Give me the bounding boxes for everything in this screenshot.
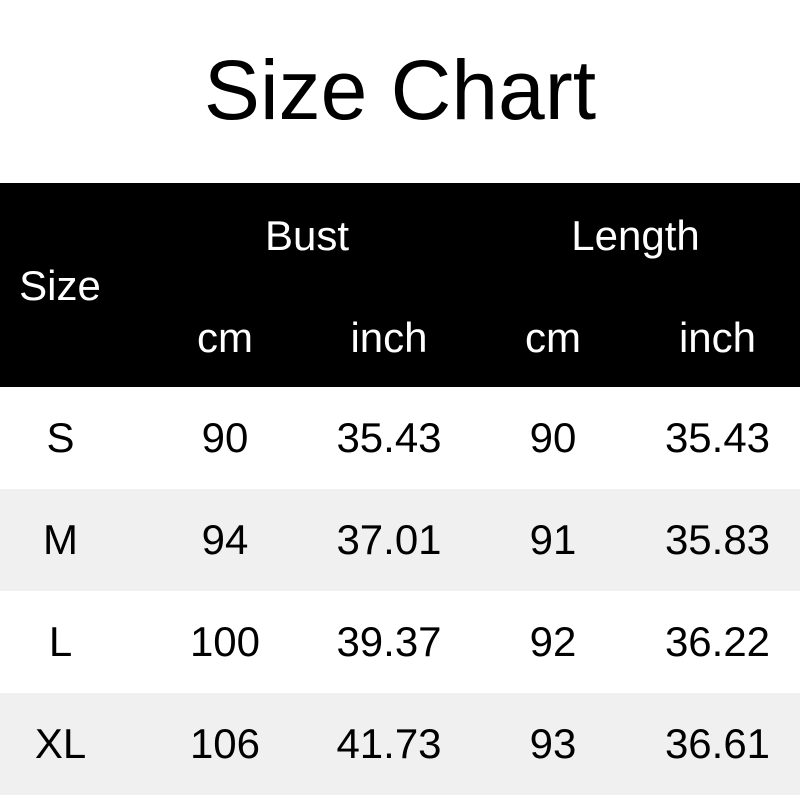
header-length-inch: inch (678, 314, 757, 361)
header-bust: Bust (264, 212, 350, 259)
length-cm-cell: 92 (529, 618, 577, 665)
length-inch-cell: 35.43 (664, 414, 771, 461)
bust-inch-cell: 37.01 (336, 516, 442, 563)
header-bust-cm: cm (197, 314, 253, 361)
size-cell: M (43, 516, 78, 563)
size-cell: S (46, 414, 75, 461)
table-row: M 94 37.01 91 35.83 (0, 489, 800, 591)
length-cm-cell: 91 (529, 516, 577, 563)
length-inch-cell: 36.22 (664, 618, 771, 665)
bust-inch-cell: 35.43 (336, 414, 442, 461)
bust-cm-cell: 90 (201, 414, 249, 461)
table-row: L 100 39.37 92 36.22 (0, 591, 800, 693)
header-size: Size (19, 262, 101, 309)
bust-cm-cell: 100 (189, 618, 261, 665)
bust-cm-cell: 106 (189, 720, 261, 767)
bust-inch-cell: 39.37 (336, 618, 442, 665)
bust-inch-cell: 41.73 (336, 720, 442, 767)
bust-cm-cell: 94 (201, 516, 249, 563)
length-inch-cell: 35.83 (664, 516, 771, 563)
length-inch-cell: 36.61 (664, 720, 771, 767)
table-header: Size Bust Length cm inch cm inch (0, 183, 800, 387)
page-title: Size Chart (203, 43, 597, 137)
header-length-cm: cm (525, 314, 581, 361)
table-row: S 90 35.43 90 35.43 (0, 387, 800, 489)
size-cell: L (48, 618, 73, 665)
header-length: Length (571, 212, 700, 259)
size-cell: XL (34, 720, 87, 767)
table-row: XL 106 41.73 93 36.61 (0, 693, 800, 795)
header-bust-inch: inch (350, 314, 428, 361)
length-cm-cell: 93 (529, 720, 577, 767)
length-cm-cell: 90 (529, 414, 577, 461)
